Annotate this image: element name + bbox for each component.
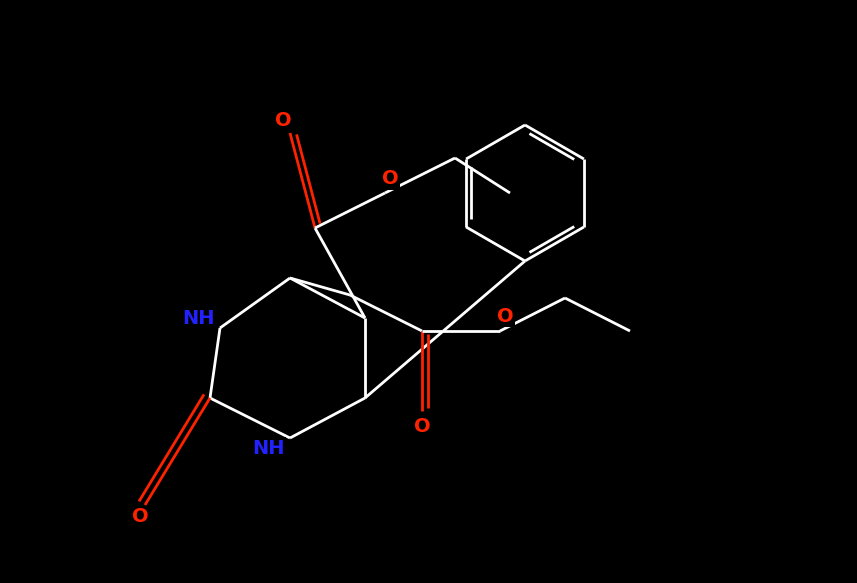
Text: O: O bbox=[381, 170, 399, 188]
Text: O: O bbox=[275, 111, 291, 131]
Text: NH: NH bbox=[252, 438, 285, 458]
Text: O: O bbox=[414, 416, 430, 436]
Text: O: O bbox=[132, 507, 148, 526]
Text: NH: NH bbox=[182, 308, 214, 328]
Text: O: O bbox=[497, 307, 513, 325]
